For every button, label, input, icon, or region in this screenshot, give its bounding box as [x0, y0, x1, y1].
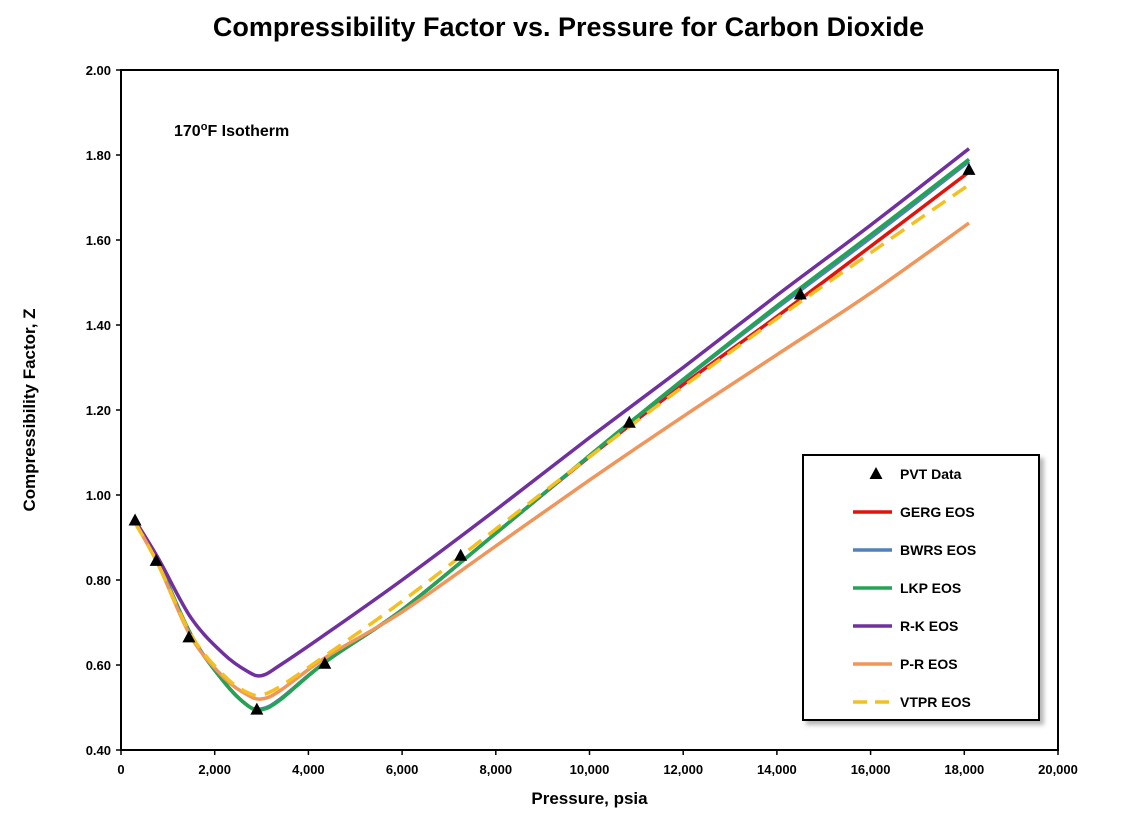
x-tick-label: 2,000	[198, 762, 231, 777]
x-tick-label: 14,000	[757, 762, 797, 777]
y-tick-label: 1.00	[86, 488, 111, 503]
y-axis: 0.40 0.60 0.80 1.00 1.20 1.40 1.60 1.80 2.00	[86, 63, 121, 758]
x-tick-label: 0	[117, 762, 124, 777]
x-tick-label: 6,000	[386, 762, 419, 777]
chart-title: Compressibility Factor vs. Pressure for …	[212, 12, 925, 42]
y-axis-title: Compressibility Factor, Z	[20, 308, 39, 511]
x-tick-label: 18,000	[944, 762, 984, 777]
y-tick-label: 1.20	[86, 403, 111, 418]
legend-label-p-r-eos: P-R EOS	[900, 656, 958, 672]
pvt-marker-layer	[128, 162, 976, 715]
legend-label-vtpr-eos: VTPR EOS	[900, 694, 971, 710]
pvt-data-point	[250, 702, 264, 715]
series-line-r-k-eos	[133, 147, 971, 678]
pvt-data-point	[622, 415, 636, 428]
legend-label-r-k-eos: R-K EOS	[900, 618, 958, 634]
legend-label-pvt-data: PVT Data	[900, 466, 962, 482]
legend-label-lkp-eos: LKP EOS	[900, 580, 961, 596]
x-tick-label: 4,000	[292, 762, 325, 777]
x-tick-label: 10,000	[570, 762, 610, 777]
x-axis-title: Pressure, psia	[531, 789, 648, 808]
legend-label-gerg-eos: GERG EOS	[900, 504, 975, 520]
isotherm-annotation: 170oF Isotherm	[174, 121, 289, 140]
pvt-data-point	[128, 513, 142, 526]
pvt-data-point	[793, 287, 807, 300]
series-line-vtpr-eos	[133, 183, 970, 698]
y-tick-label: 1.60	[86, 233, 111, 248]
legend: PVT Data GERG EOS BWRS EOS LKP EOS R-K EOS P-…	[802, 454, 1040, 721]
x-tick-label: 12,000	[663, 762, 703, 777]
y-tick-label: 0.80	[86, 573, 111, 588]
y-tick-label: 1.40	[86, 318, 111, 333]
pvt-data-point	[149, 553, 163, 566]
pvt-data-point	[454, 548, 468, 561]
x-tick-label: 8,000	[480, 762, 513, 777]
series-layer	[133, 147, 971, 712]
pvt-data-point	[962, 162, 976, 175]
x-axis: 0 2,000 4,000 6,000 8,000 10,000 12,000 14,000 1…	[117, 750, 1078, 777]
pvt-data-point	[182, 630, 196, 643]
y-tick-label: 0.40	[86, 743, 111, 758]
legend-box	[802, 454, 1040, 721]
x-tick-label: 20,000	[1038, 762, 1078, 777]
y-tick-label: 2.00	[86, 63, 111, 78]
legend-label-bwrs-eos: BWRS EOS	[900, 542, 976, 558]
legend-swatch-pvt-data	[869, 467, 883, 479]
y-tick-label: 0.60	[86, 658, 111, 673]
x-tick-label: 16,000	[851, 762, 891, 777]
y-tick-label: 1.80	[86, 148, 111, 163]
pvt-data-point	[318, 656, 332, 669]
